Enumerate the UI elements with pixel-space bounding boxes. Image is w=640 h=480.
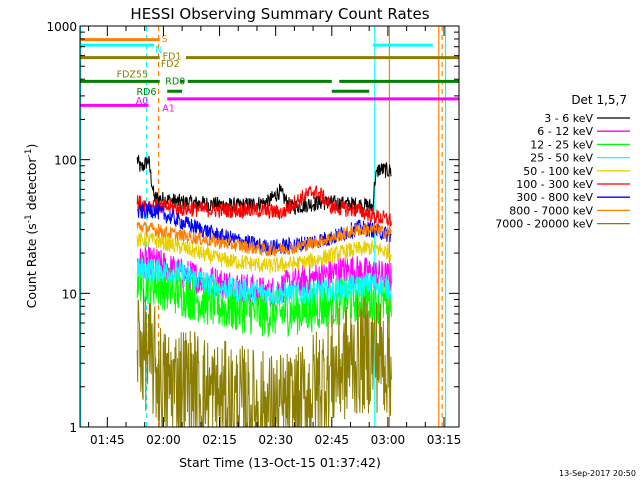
series-3-6-kev <box>136 155 392 216</box>
flag-label-n: N <box>155 45 162 56</box>
plot-frame <box>79 25 460 428</box>
x-tick-label: 02:00 <box>146 433 181 447</box>
series-100-300-kev <box>136 185 392 227</box>
x-tick-label: 01:45 <box>90 433 125 447</box>
flag-label-a1: A1 <box>162 104 175 115</box>
y-axis-label-end: ) <box>24 144 39 149</box>
flag-label-a0: A0 <box>136 96 149 107</box>
flag-label-fd1: FD1 <box>163 52 182 63</box>
legend-label-6-12-kev: 6 - 12 keV <box>537 125 593 138</box>
flag-lines <box>80 38 459 107</box>
legend-label-7000-20000-kev: 7000 - 20000 keV <box>495 218 593 231</box>
y-tick-label: 1000 <box>46 20 77 34</box>
y-tick-label: 10 <box>62 287 77 301</box>
series-25-50-kev <box>136 258 392 307</box>
y-axis-ticks: 1 10 100 1000 <box>46 20 459 435</box>
legend-label-25-50-kev: 25 - 50 keV <box>530 152 593 165</box>
y-tick-label: 1 <box>69 421 77 435</box>
y-axis-label: Count Rate (s-1 detector-1) <box>24 144 39 309</box>
series-traces <box>136 155 392 427</box>
legend-label-12-25-kev: 12 - 25 keV <box>530 138 593 151</box>
y-axis-label-sup2: -1 <box>24 149 34 158</box>
y-axis-label-sup1: -1 <box>24 214 34 223</box>
flag-label-rd0: RD0 <box>165 77 185 88</box>
x-tick-label: 03:15 <box>427 433 462 447</box>
x-axis-label: Start Time (13-Oct-15 01:37:42) <box>179 455 381 470</box>
x-tick-label: 03:00 <box>371 433 406 447</box>
x-tick-label: 02:30 <box>258 433 293 447</box>
plot-area <box>80 26 459 427</box>
y-axis-label-main: Count Rate (s <box>24 223 39 308</box>
legend-label-300-800-kev: 300 - 800 keV <box>516 191 593 204</box>
series-50-100-kev <box>136 232 392 274</box>
y-tick-label: 100 <box>54 154 77 168</box>
legend-label-3-6-kev: 3 - 6 keV <box>544 112 593 125</box>
legend-label-50-100-kev: 50 - 100 keV <box>523 165 593 178</box>
x-tick-label: 02:15 <box>202 433 237 447</box>
series-800-7000-kev <box>136 221 392 257</box>
chart-title: HESSI Observing Summary Count Rates <box>130 5 429 23</box>
vertical-markers <box>80 26 447 427</box>
flag-label-fdz55: FDZ55 <box>117 70 148 81</box>
flag-label-rd6: RD6 <box>136 87 156 98</box>
flag-label-s: S <box>162 34 168 45</box>
timestamp: 13-Sep-2017 20:50 <box>559 469 636 478</box>
y-axis-label-mid: detector <box>24 157 39 215</box>
x-tick-label: 02:45 <box>314 433 349 447</box>
series-7000-20000-kev <box>136 288 392 427</box>
legend-label-800-7000-kev: 800 - 7000 keV <box>509 204 593 217</box>
flag-label-fd2: FD2 <box>161 59 180 70</box>
legend-label-100-300-kev: 100 - 300 keV <box>516 178 593 191</box>
x-axis-ticks: 01:45 02:00 02:15 02:30 02:45 03:00 03:15 <box>88 26 462 447</box>
legend-title: Det 1,5,7 <box>571 93 627 107</box>
